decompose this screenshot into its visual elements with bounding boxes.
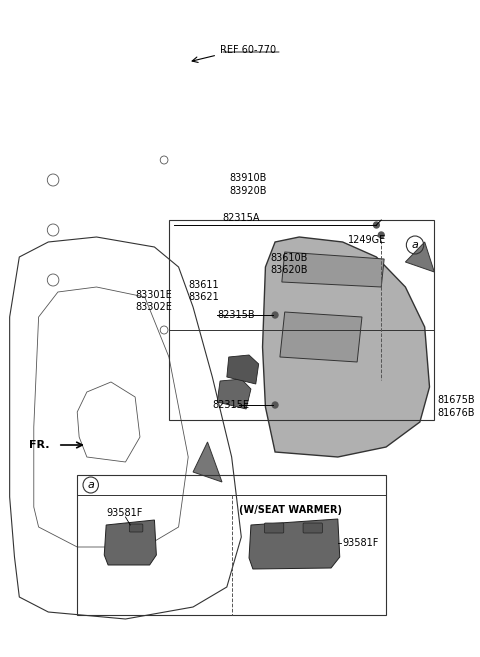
Text: 83621: 83621 bbox=[188, 292, 219, 302]
Text: 82315B: 82315B bbox=[217, 310, 255, 320]
Text: 83910B: 83910B bbox=[230, 173, 267, 183]
Text: 81676B: 81676B bbox=[437, 408, 475, 418]
Text: 83610B: 83610B bbox=[270, 253, 308, 263]
Text: a: a bbox=[87, 480, 94, 490]
Text: 83920B: 83920B bbox=[230, 186, 267, 196]
Text: REF 60-770: REF 60-770 bbox=[220, 45, 276, 55]
Text: FR.: FR. bbox=[29, 440, 49, 450]
Circle shape bbox=[272, 312, 278, 318]
Polygon shape bbox=[193, 442, 222, 482]
Text: 83301E: 83301E bbox=[135, 290, 172, 300]
Text: 82315E: 82315E bbox=[212, 400, 249, 410]
Text: 83620B: 83620B bbox=[270, 265, 308, 275]
FancyBboxPatch shape bbox=[303, 523, 323, 533]
FancyBboxPatch shape bbox=[264, 523, 284, 533]
Polygon shape bbox=[263, 237, 430, 457]
Polygon shape bbox=[406, 242, 434, 272]
Text: 81675B: 81675B bbox=[437, 395, 475, 405]
Text: (W/SEAT WARMER): (W/SEAT WARMER) bbox=[240, 505, 342, 515]
Polygon shape bbox=[104, 520, 156, 565]
Text: 83302E: 83302E bbox=[135, 302, 172, 312]
Circle shape bbox=[272, 402, 278, 408]
Polygon shape bbox=[227, 355, 259, 384]
Text: 93581F: 93581F bbox=[343, 538, 379, 548]
Text: 1249GE: 1249GE bbox=[348, 235, 386, 245]
Text: 82315A: 82315A bbox=[223, 213, 260, 223]
Polygon shape bbox=[217, 379, 251, 409]
Text: a: a bbox=[412, 240, 419, 250]
Polygon shape bbox=[282, 252, 384, 287]
Text: 83611: 83611 bbox=[188, 280, 219, 290]
Polygon shape bbox=[249, 519, 340, 569]
Circle shape bbox=[373, 222, 379, 228]
Polygon shape bbox=[280, 312, 362, 362]
Text: 93581F: 93581F bbox=[106, 508, 143, 518]
FancyBboxPatch shape bbox=[129, 524, 143, 532]
Circle shape bbox=[378, 232, 384, 238]
